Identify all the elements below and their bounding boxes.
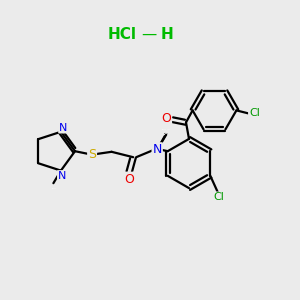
Text: methyl: methyl [162, 129, 167, 130]
Text: HCl: HCl [108, 27, 137, 42]
Text: N: N [58, 171, 66, 181]
Text: methyl: methyl [166, 129, 170, 130]
Text: O: O [161, 112, 171, 125]
Text: —: — [141, 27, 156, 42]
Text: N: N [152, 143, 162, 156]
Text: methyl: methyl [164, 133, 169, 134]
Text: methyl: methyl [52, 188, 57, 189]
Text: S: S [88, 148, 96, 161]
Text: Cl: Cl [249, 108, 260, 118]
Text: H: H [160, 27, 173, 42]
Text: Cl: Cl [214, 192, 225, 203]
Text: N: N [59, 123, 68, 133]
Text: O: O [124, 172, 134, 186]
